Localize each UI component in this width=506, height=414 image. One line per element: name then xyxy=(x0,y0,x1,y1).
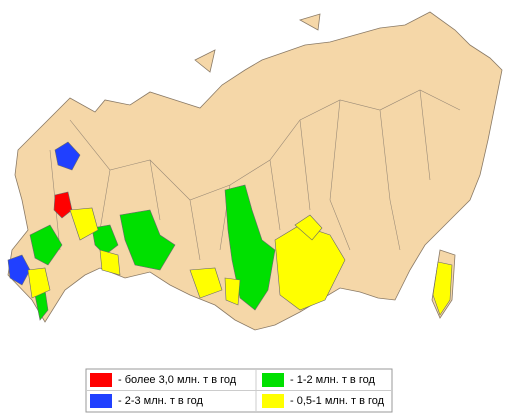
region xyxy=(119,209,176,271)
island xyxy=(194,49,216,73)
region xyxy=(29,224,63,266)
legend: - более 3,0 млн. т в год - 1-2 млн. т в г… xyxy=(85,368,393,413)
legend-label: - 0,5-1 млн. т в год xyxy=(290,395,385,407)
region xyxy=(7,254,31,286)
region xyxy=(189,267,223,299)
region xyxy=(53,191,73,219)
legend-label: - более 3,0 млн. т в год xyxy=(118,374,237,386)
region xyxy=(224,277,241,306)
region xyxy=(224,184,276,311)
legend-label: - 2-3 млн. т в год xyxy=(118,395,203,407)
legend-swatch xyxy=(90,394,112,408)
region xyxy=(91,224,119,256)
legend-swatch xyxy=(262,394,284,408)
region xyxy=(294,214,323,241)
region xyxy=(99,249,121,276)
region xyxy=(432,261,453,316)
region xyxy=(69,207,99,241)
legend-label: - 1-2 млн. т в год xyxy=(290,374,375,386)
region xyxy=(54,141,81,171)
region-borders xyxy=(49,89,461,261)
region xyxy=(27,267,51,299)
russia-map xyxy=(7,11,503,331)
legend-swatch xyxy=(90,373,112,387)
island xyxy=(298,13,321,31)
legend-swatch xyxy=(262,373,284,387)
